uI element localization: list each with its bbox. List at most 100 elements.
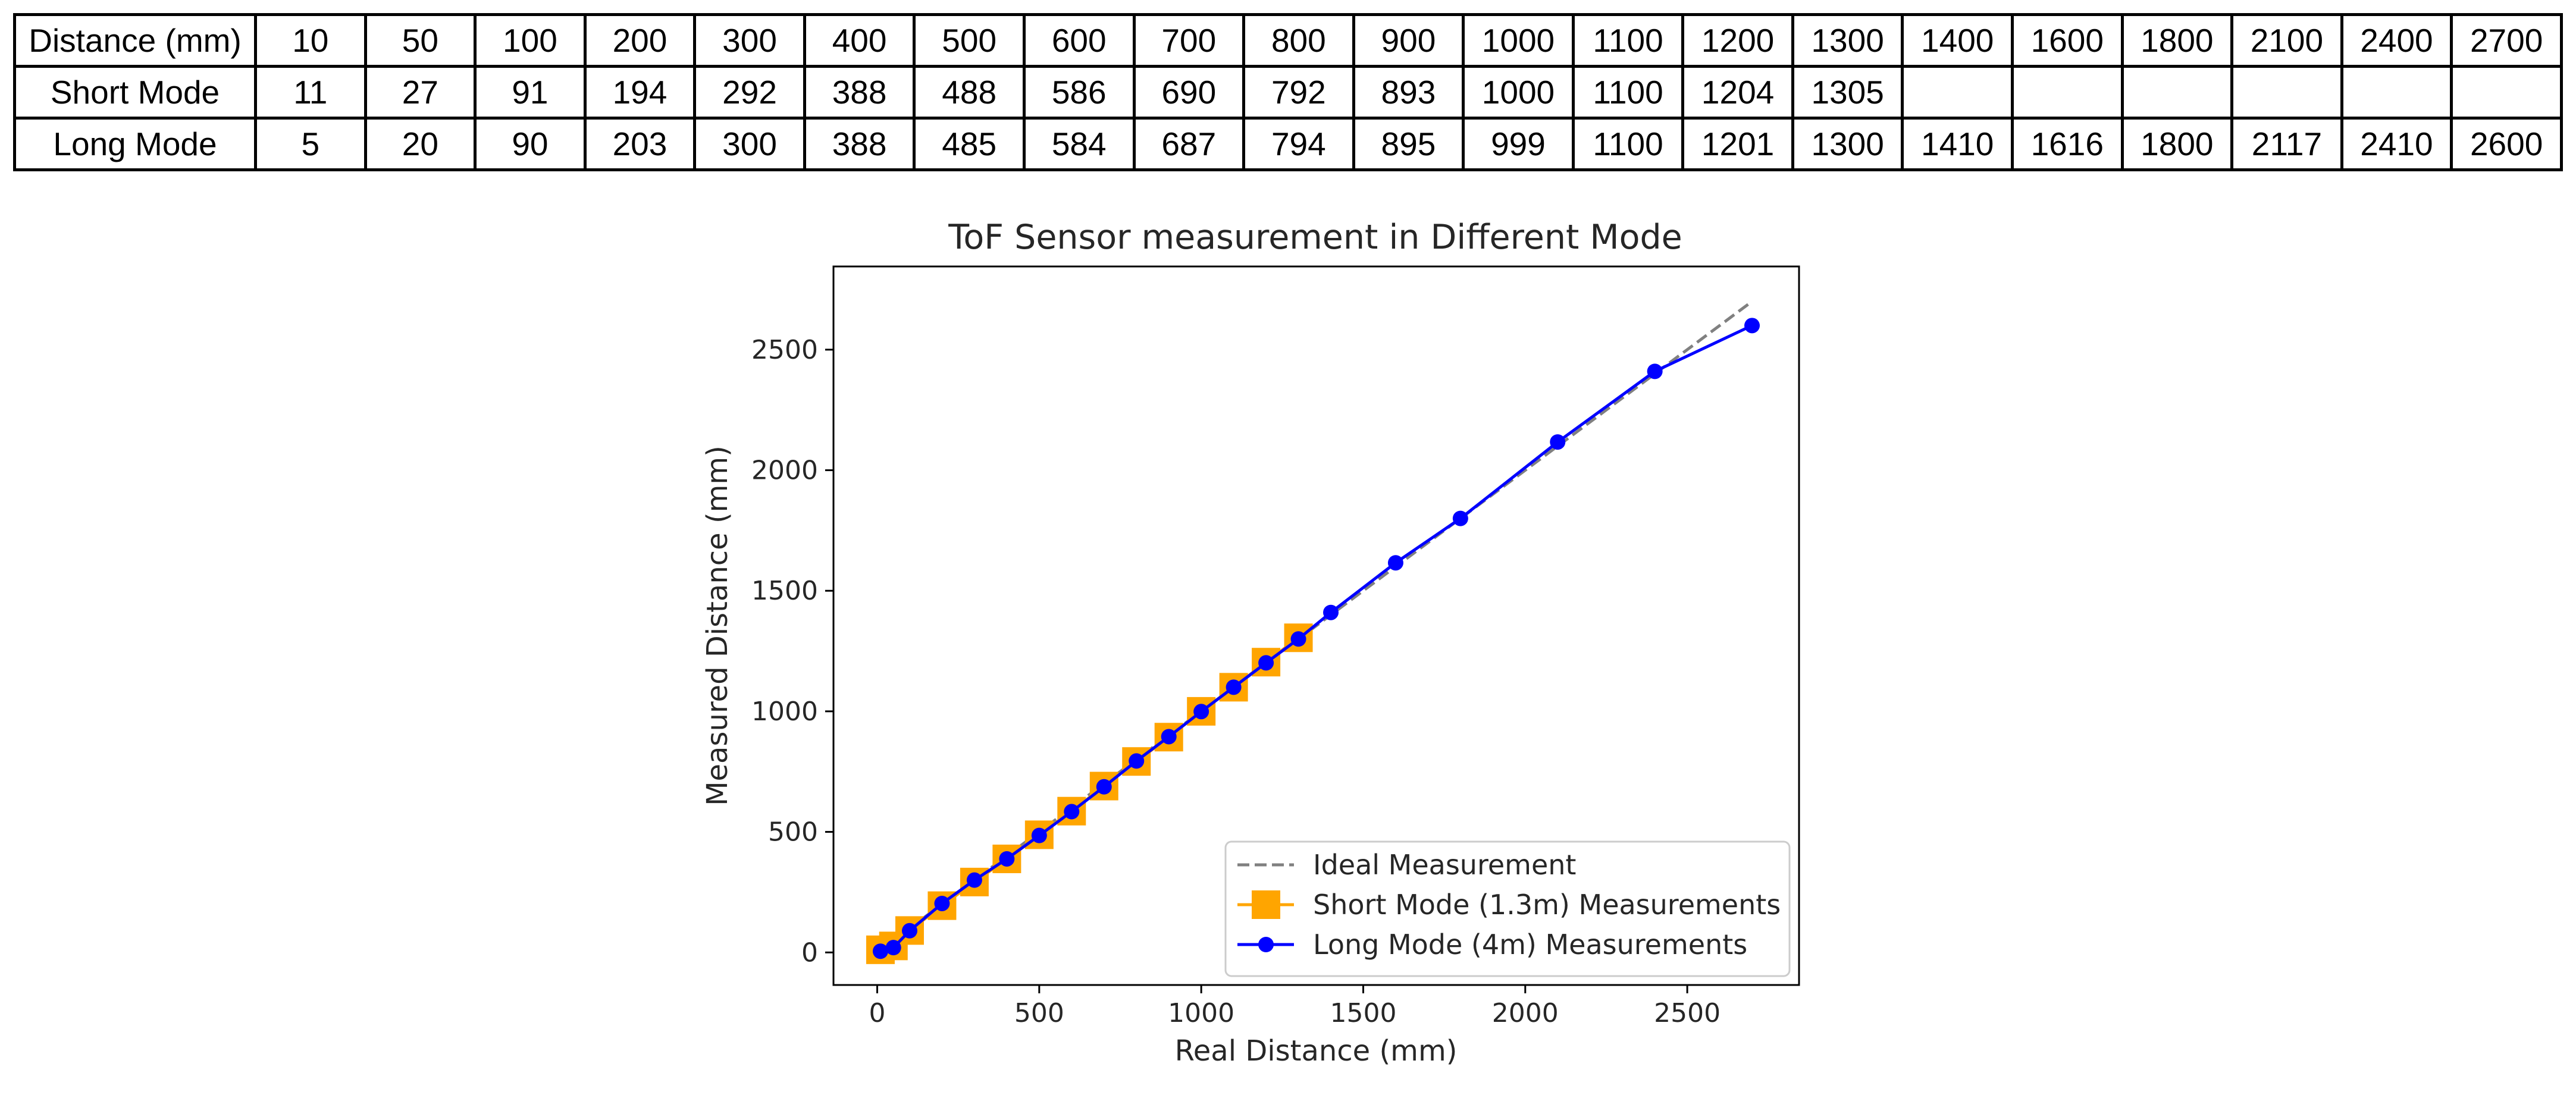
table-cell: 488 (913, 65, 1026, 120)
table-cell: 388 (803, 117, 916, 171)
y-tick-label: 2500 (751, 335, 818, 365)
x-tick-label: 1500 (1330, 998, 1396, 1028)
legend-long-marker (1258, 937, 1274, 952)
table-cell (1901, 65, 2014, 120)
table-cell: 2400 (2340, 13, 2453, 68)
table-cell: 2117 (2230, 117, 2343, 171)
plot-area-frame (832, 265, 1800, 986)
legend-entry-label: Ideal Measurement (1313, 849, 1576, 881)
long-mode-point (1031, 827, 1047, 843)
table-cell: 10 (254, 13, 367, 68)
table-cell: 794 (1242, 117, 1355, 171)
long-mode-point (934, 895, 950, 911)
table-cell: 1300 (1791, 117, 1904, 171)
table-cell: 1616 (2011, 117, 2124, 171)
table-cell: 194 (583, 65, 697, 120)
table-cell (2011, 65, 2124, 120)
table-cell (2450, 65, 2563, 120)
table-cell: 792 (1242, 65, 1355, 120)
table-cell: 2410 (2340, 117, 2453, 171)
table-cell: 485 (913, 117, 1026, 171)
table-row: Short Mode 11 27 91 194 292 388 488 586 690 792 893… (13, 65, 2563, 120)
table-cell: 1100 (1571, 13, 1685, 68)
table-cell: 1300 (1791, 13, 1904, 68)
x-tick-label: 1000 (1168, 998, 1234, 1028)
long-mode-point (901, 923, 917, 939)
long-mode-point (1550, 434, 1566, 450)
row-header: Long Mode (13, 117, 257, 171)
long-mode-point (1193, 704, 1209, 720)
x-axis-ticks: 0 500 1000 1500 2000 2500 (869, 985, 1721, 1028)
table-cell: 690 (1132, 65, 1246, 120)
long-mode-point (1323, 604, 1339, 620)
table-cell: 999 (1462, 117, 1575, 171)
y-tick-label: 500 (768, 817, 818, 848)
table-cell: 203 (583, 117, 697, 171)
table-cell: 584 (1022, 117, 1136, 171)
x-tick-label: 0 (869, 998, 886, 1028)
x-tick-label: 2500 (1654, 998, 1721, 1028)
row-header: Short Mode (13, 65, 257, 120)
measurement-table: Distance (mm) 10 50 100 200 300 400 500 600 700 80… (13, 13, 2563, 171)
table-cell: 1204 (1681, 65, 1794, 120)
y-axis-ticks: 0 500 1000 1500 2000 2500 (751, 335, 833, 968)
legend-entry-label: Long Mode (4m) Measurements (1313, 928, 1747, 961)
long-mode-point (1744, 318, 1760, 334)
table-cell: 27 (363, 65, 477, 120)
table-cell (2340, 65, 2453, 120)
x-tick-label: 2000 (1492, 998, 1559, 1028)
long-mode-point (872, 943, 888, 959)
table-cell: 1410 (1901, 117, 2014, 171)
table-cell (2230, 65, 2343, 120)
table-cell: 20 (363, 117, 477, 171)
tof-measurement-chart: ToF Sensor measurement in Different Mode… (701, 218, 1800, 1068)
table-cell: 2700 (2450, 13, 2563, 68)
long-mode-point (1452, 510, 1468, 526)
y-axis-label: Measured Distance (mm) (701, 446, 734, 806)
long-mode-point (885, 940, 901, 956)
table-cell: 90 (474, 117, 587, 171)
long-mode-point (1258, 655, 1274, 671)
table-cell: 50 (363, 13, 477, 68)
long-mode-point (1064, 804, 1080, 820)
table-cell: 1400 (1901, 13, 2014, 68)
legend: Ideal Measurement Short Mode (1.3m) Measu… (1224, 840, 1791, 977)
table-cell: 895 (1352, 117, 1465, 171)
long-mode-point (966, 872, 982, 888)
table-cell: 1200 (1681, 13, 1794, 68)
x-tick-label: 500 (1014, 998, 1064, 1028)
table-row: Long Mode 5 20 90 203 300 388 485 584 687 794 895 99… (13, 117, 2563, 171)
long-mode-point (1161, 729, 1177, 745)
table-cell: 687 (1132, 117, 1246, 171)
legend-box (1224, 840, 1791, 977)
table-cell: 1600 (2011, 13, 2124, 68)
table-cell: 893 (1352, 65, 1465, 120)
table-cell: 586 (1022, 65, 1136, 120)
table-cell: 600 (1022, 13, 1136, 68)
chart-title: ToF Sensor measurement in Different Mode (948, 218, 1682, 257)
y-tick-label: 0 (801, 937, 818, 968)
table-cell: 1305 (1791, 65, 1904, 120)
y-tick-label: 1500 (751, 576, 818, 606)
table-cell: 1100 (1571, 65, 1685, 120)
table-cell: 1800 (2120, 117, 2234, 171)
table-cell: 300 (693, 117, 806, 171)
long-mode-point (1290, 631, 1306, 647)
table-cell (2120, 65, 2234, 120)
table-cell: 91 (474, 65, 587, 120)
table-cell: 500 (913, 13, 1026, 68)
table-cell: 200 (583, 13, 697, 68)
row-header: Distance (mm) (13, 13, 257, 68)
table-cell: 700 (1132, 13, 1246, 68)
table-cell: 300 (693, 13, 806, 68)
table-cell: 1800 (2120, 13, 2234, 68)
table-cell: 400 (803, 13, 916, 68)
table-cell: 5 (254, 117, 367, 171)
table-cell: 1201 (1681, 117, 1794, 171)
long-mode-point (1647, 363, 1663, 379)
table-row: Distance (mm) 10 50 100 200 300 400 500 600 700 80… (13, 13, 2563, 68)
table-cell: 1000 (1462, 65, 1575, 120)
long-mode-point (1226, 679, 1242, 695)
x-axis-label: Real Distance (mm) (1175, 1034, 1458, 1068)
long-mode-point (999, 851, 1015, 867)
